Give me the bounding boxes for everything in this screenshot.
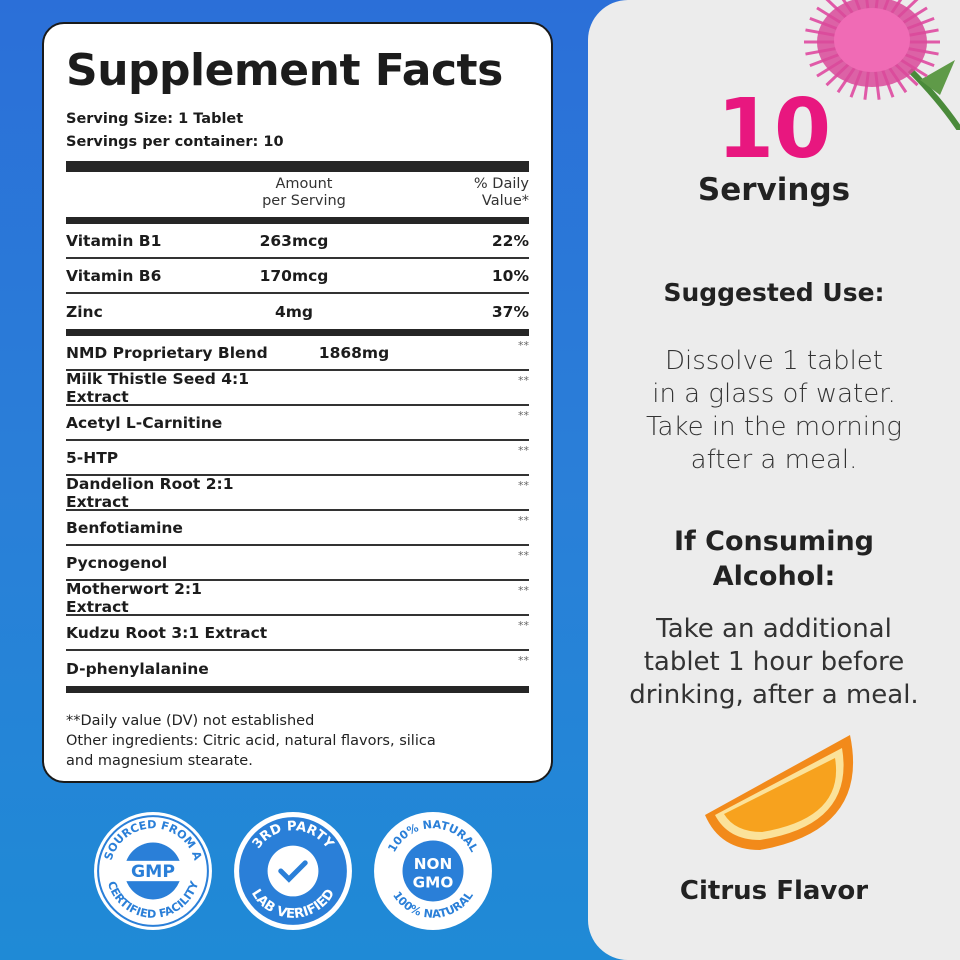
text-line: after a meal. <box>690 445 858 475</box>
col-amount-2: per Serving <box>262 193 346 209</box>
text-line: Take in the morning <box>645 412 903 442</box>
ingredient-name: Motherwort 2:1 Extract <box>66 579 202 616</box>
table-row: NMD Proprietary Blend 1868mg ** <box>66 336 529 371</box>
other-ingredients-2: and magnesium stearate. <box>66 753 253 769</box>
alcohol-heading: If Consuming Alcohol: <box>588 524 960 594</box>
text-line: Dissolve 1 tablet <box>665 346 883 376</box>
daily-value: 22% <box>491 231 529 250</box>
daily-value: ** <box>518 374 529 387</box>
text-line: Take an additional <box>656 614 892 644</box>
divider <box>66 217 529 224</box>
daily-value: ** <box>518 584 529 597</box>
ingredient-name: Benfotiamine <box>66 518 183 537</box>
table-row: Milk Thistle Seed 4:1 Extract ** <box>66 369 529 406</box>
table-row: Acetyl L-Carnitine ** <box>66 406 529 441</box>
ingredient-amount: 170mcg <box>259 266 329 285</box>
table-row: Benfotiamine ** <box>66 511 529 546</box>
ingredient-name: Kudzu Root 3:1 Extract <box>66 623 268 642</box>
ingredient-name: 5-HTP <box>66 448 119 467</box>
other-ingredients: Other ingredients: Citric acid, natural … <box>66 733 436 749</box>
text-line: tablet 1 hour before <box>643 647 905 677</box>
text-line: in a glass of water. <box>652 379 896 409</box>
col-dv-2: Value* <box>481 193 529 209</box>
ingredient-amount: 263mcg <box>259 231 329 250</box>
servings-label: Servings <box>697 172 851 208</box>
daily-value: 37% <box>491 302 529 321</box>
ingredient-name: Milk Thistle Seed 4:1 Extract <box>66 369 249 406</box>
divider <box>66 686 529 693</box>
table-row: D-phenylalanine ** <box>66 651 529 686</box>
daily-value: ** <box>518 514 529 527</box>
gmo-text: GMO <box>413 873 454 891</box>
heading-line: If Consuming <box>673 526 874 557</box>
table-row: Vitamin B6 170mcg 10% <box>66 259 529 294</box>
label-title: Supplement Facts <box>66 45 503 96</box>
daily-value: ** <box>518 479 529 492</box>
column-header: Amount per Serving % Daily Value* <box>66 172 529 217</box>
col-dv: % Daily <box>473 176 529 192</box>
table-row: Motherwort 2:1 Extract ** <box>66 579 529 616</box>
col-amount: Amount <box>275 176 333 192</box>
table-row: Dandelion Root 2:1 Extract ** <box>66 474 529 511</box>
ingredient-name: Pycnogenol <box>66 553 168 572</box>
table-row: Vitamin B1 263mcg 22% <box>66 224 529 259</box>
non-gmo-badge: 100% NATURAL 100% NATURAL NON GMO <box>374 812 492 930</box>
divider <box>66 329 529 336</box>
gmp-text: GMP <box>131 862 175 882</box>
table-row: 5-HTP ** <box>66 441 529 476</box>
check-icon <box>278 860 308 883</box>
daily-value: ** <box>518 549 529 562</box>
table-row: Pycnogenol ** <box>66 546 529 581</box>
ingredient-name: Vitamin B6 <box>66 266 162 285</box>
ingredient-name: Dandelion Root 2:1 Extract <box>66 474 234 511</box>
ingredient-name: Zinc <box>66 302 103 321</box>
non-text: NON <box>414 855 453 873</box>
table-row: Zinc 4mg 37% <box>66 294 529 329</box>
table-row: Kudzu Root 3:1 Extract ** <box>66 616 529 651</box>
text-line: drinking, after a meal. <box>629 680 919 710</box>
daily-value: ** <box>518 654 529 667</box>
flavor-label: Citrus Flavor <box>679 876 869 906</box>
ingredient-name: Acetyl L-Carnitine <box>66 413 223 432</box>
footnote: **Daily value (DV) not established <box>66 713 315 729</box>
milk-thistle-flower-image <box>804 0 960 130</box>
divider <box>66 161 529 172</box>
alcohol-text: Take an additional tablet 1 hour before … <box>588 613 960 712</box>
orange-slice-image <box>705 735 854 850</box>
daily-value: ** <box>518 409 529 422</box>
gmp-badge: SOURCED FROM A CERTIFIED FACILITY GMP <box>94 812 212 930</box>
servings-per-container: Servings per container: 10 <box>66 134 284 150</box>
daily-value: ** <box>518 619 529 632</box>
suggested-use-text: Dissolve 1 tablet in a glass of water. T… <box>588 345 960 477</box>
daily-value: ** <box>518 339 529 352</box>
lab-verified-badge: 3RD PARTY LAB VERIFIED <box>234 812 352 930</box>
ingredient-name: NMD Proprietary Blend <box>66 343 268 362</box>
heading-line: Alcohol: <box>712 561 836 592</box>
serving-size: Serving Size: 1 Tablet <box>66 111 244 127</box>
ingredient-amount: 1868mg <box>318 343 390 362</box>
ingredient-name: D-phenylalanine <box>66 659 209 678</box>
suggested-use-heading: Suggested Use: <box>663 278 885 307</box>
supplement-facts-label: Supplement Facts Serving Size: 1 Tablet … <box>42 22 553 783</box>
ingredient-name: Vitamin B1 <box>66 231 162 250</box>
daily-value: ** <box>518 444 529 457</box>
servings-count: 10 <box>716 82 832 177</box>
ingredient-amount: 4mg <box>274 302 314 321</box>
daily-value: 10% <box>491 266 529 285</box>
